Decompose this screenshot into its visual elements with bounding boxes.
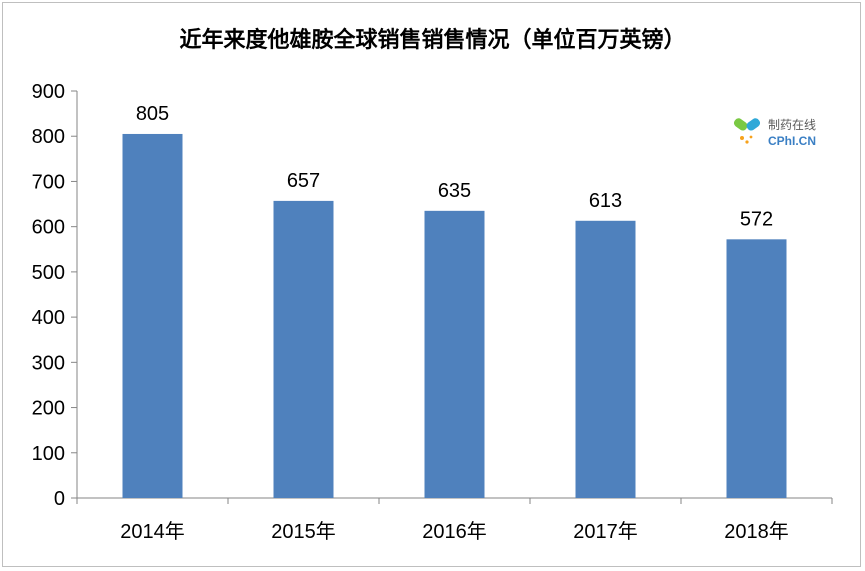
y-tick-label: 800 [32,126,65,148]
x-tick-label: 2016年 [422,520,487,543]
data-label: 657 [287,170,320,192]
bar [726,239,787,498]
x-tick-label: 2015年 [271,520,336,543]
data-label: 635 [438,180,471,202]
y-tick-label: 100 [32,443,65,465]
y-tick-label: 700 [32,171,65,193]
y-tick-label: 0 [54,488,65,510]
y-tick-label: 300 [32,352,65,374]
capsule-logo-icon [733,118,761,144]
data-label: 613 [589,190,622,212]
bar [122,133,183,498]
y-tick-label: 200 [32,398,65,420]
y-tick-label: 900 [32,81,65,103]
data-label: 805 [136,103,169,125]
logo-text-cn: 制药在线 [768,118,817,132]
data-label: 572 [740,208,773,230]
y-tick-label: 400 [32,307,65,329]
y-tick-label: 500 [32,262,65,284]
x-tick-label: 2018年 [724,520,789,543]
bar [424,210,485,499]
bar [575,220,636,498]
bar [273,200,334,498]
y-tick-label: 600 [32,217,65,239]
chart-title: 近年来度他雄胺全球销售销售情况（单位百万英镑） [179,27,686,53]
logo-text-en: CPhI.CN [768,134,816,148]
x-tick-label: 2017年 [573,520,638,543]
x-tick-label: 2014年 [120,520,185,543]
cphi-logo: 制药在线 CPhI.CN [732,112,842,152]
